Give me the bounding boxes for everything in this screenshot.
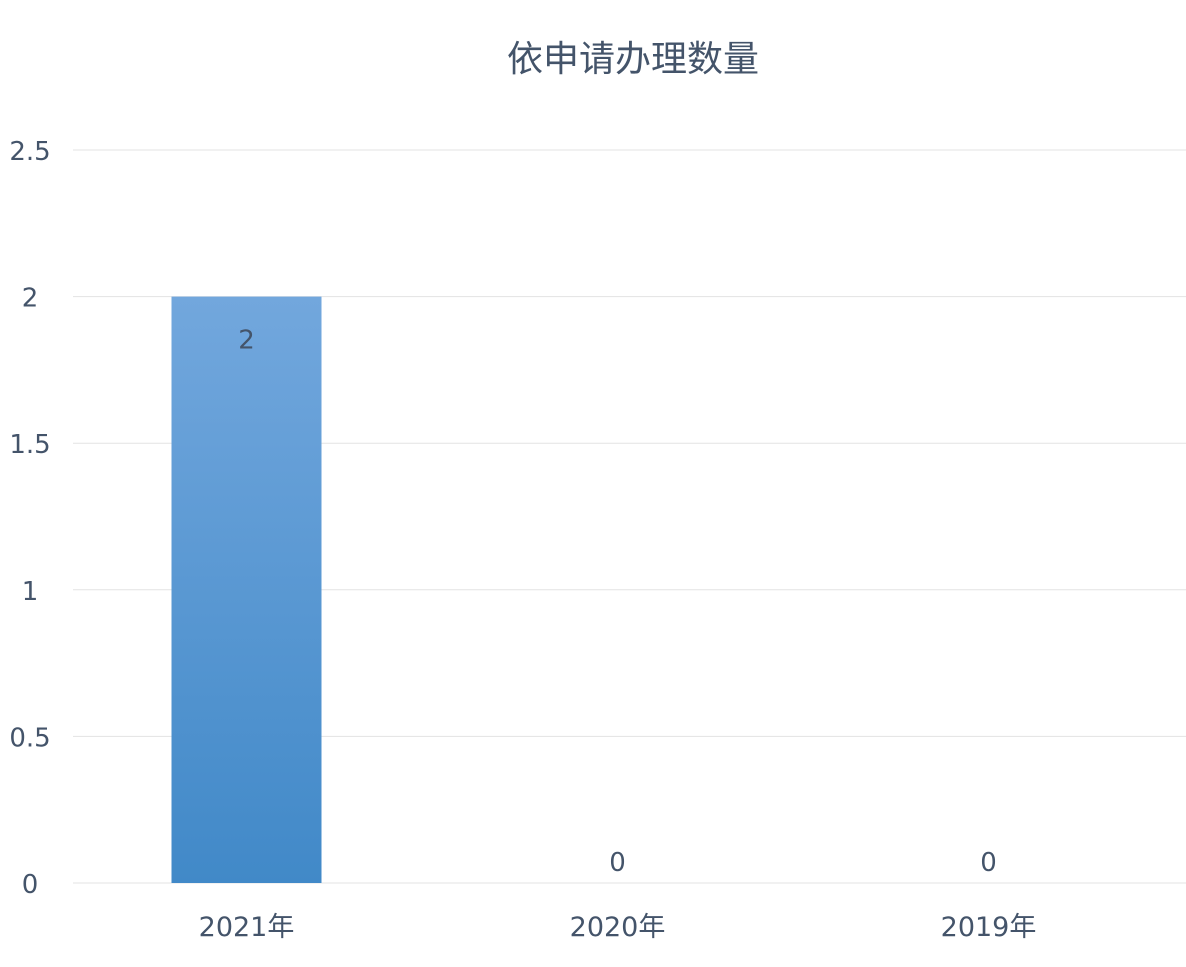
y-tick-label: 1 [22,577,39,607]
y-tick-label: 0 [22,870,39,900]
y-tick-label: 2 [22,284,39,314]
bar [171,296,322,884]
data-label: 0 [980,848,997,878]
data-label: 0 [609,848,626,878]
y-tick-label: 1.5 [9,430,50,460]
x-tick-label: 2021年 [199,912,295,943]
x-tick-label: 2020年 [570,912,666,943]
y-tick-label: 0.5 [9,723,50,753]
data-label: 2 [238,326,255,356]
chart-title: 依申请办理数量 [506,39,759,80]
x-tick-label: 2019年 [941,912,1037,943]
y-tick-label: 2.5 [9,137,50,167]
